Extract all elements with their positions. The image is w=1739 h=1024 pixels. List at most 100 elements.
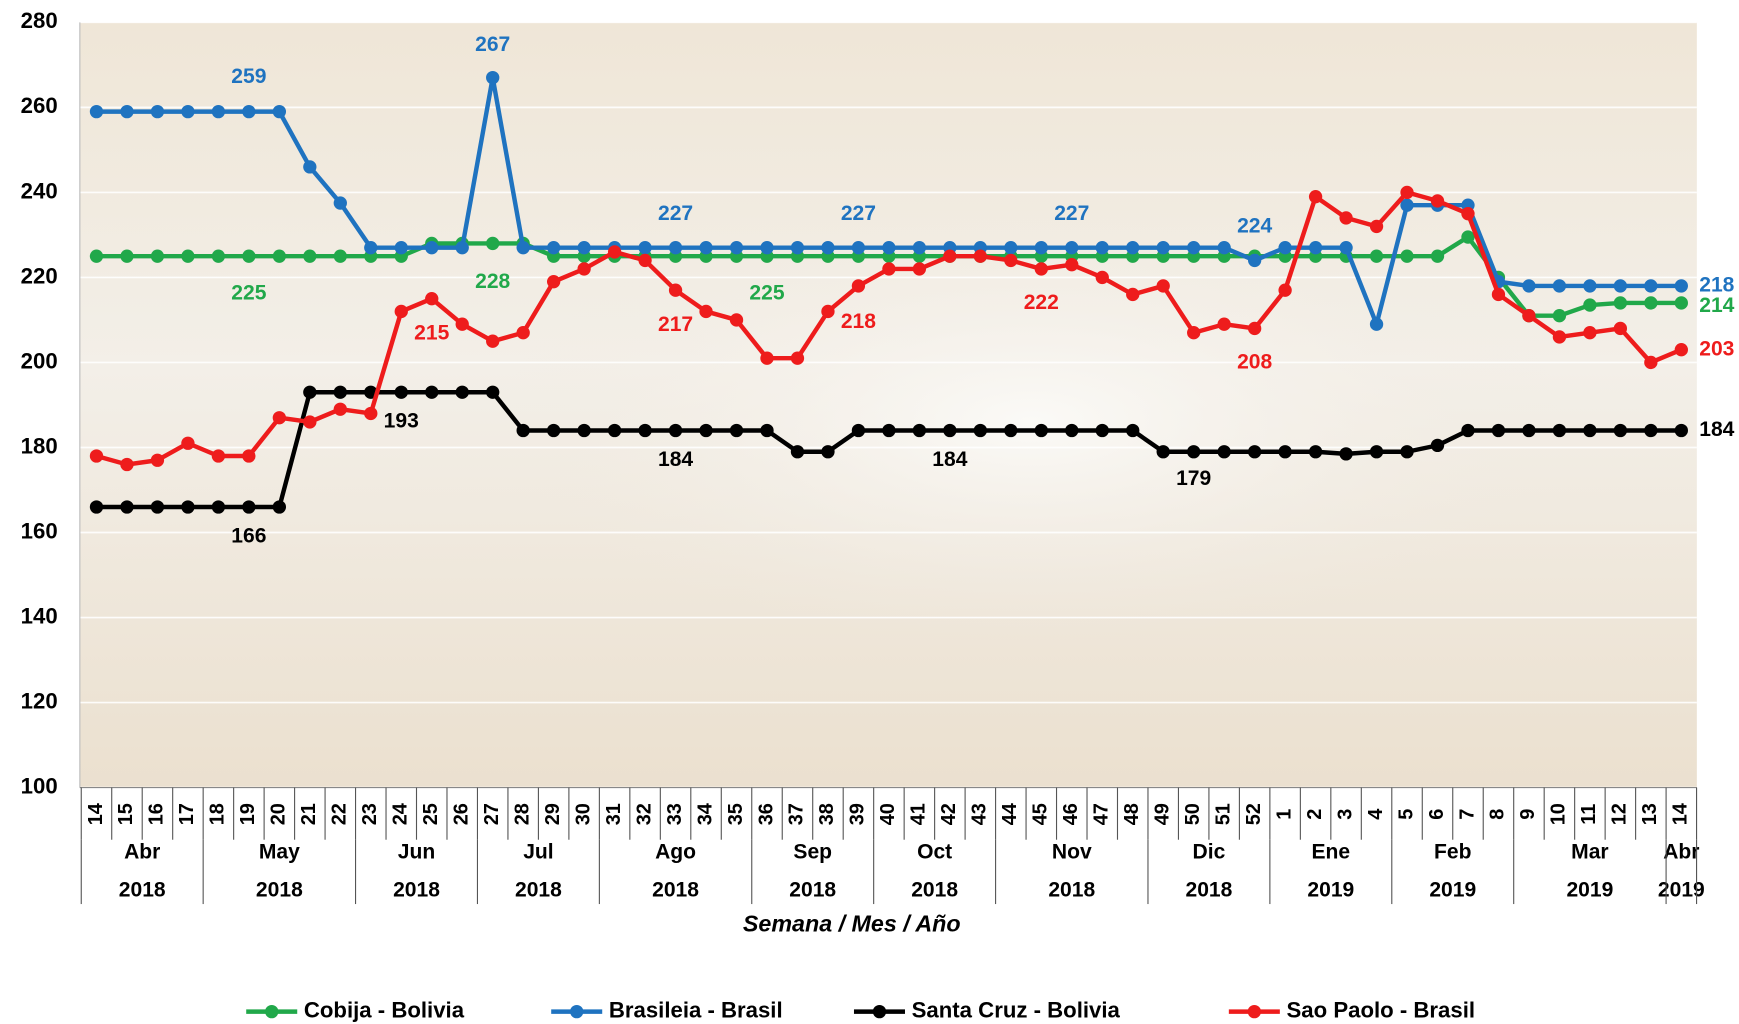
month-label: Ene: [1312, 841, 1351, 864]
x-tick-label: 1: [1273, 809, 1295, 820]
data-point: [1339, 447, 1353, 461]
data-point: [668, 283, 683, 297]
year-label: 2019: [1307, 878, 1354, 901]
year-label: 2019: [1429, 878, 1476, 901]
x-tick-label: 8: [1487, 809, 1509, 820]
data-point: [821, 445, 835, 459]
x-tick-label: 48: [1121, 803, 1143, 825]
data-label: 217: [658, 313, 693, 336]
x-tick-label: 4: [1365, 809, 1387, 820]
x-tick-label: 22: [329, 803, 351, 825]
legend-marker: [1247, 1004, 1261, 1019]
data-point: [760, 241, 774, 255]
x-tick-label: 28: [511, 803, 533, 825]
x-tick-label: 44: [999, 803, 1021, 825]
x-tick-label: 51: [1212, 803, 1234, 825]
data-point: [333, 249, 347, 263]
data-point: [455, 241, 469, 255]
data-point: [211, 249, 226, 263]
data-point: [577, 262, 591, 276]
data-point: [638, 241, 652, 255]
data-point: [943, 423, 957, 438]
y-tick-label: 220: [21, 263, 58, 288]
data-point: [120, 457, 134, 472]
year-label: 2018: [393, 878, 440, 901]
month-label: Dic: [1193, 841, 1226, 864]
year-label: 2018: [1048, 878, 1095, 901]
data-point: [1674, 423, 1688, 438]
data-point: [1369, 317, 1384, 331]
month-label: Nov: [1052, 841, 1092, 864]
x-tick-label: 19: [237, 803, 259, 825]
data-label: 179: [1176, 467, 1211, 490]
data-point: [1308, 190, 1323, 204]
year-label: 2018: [256, 878, 303, 901]
x-tick-label: 25: [420, 803, 442, 825]
x-tick-label: 14: [1670, 803, 1692, 825]
data-point: [1552, 423, 1567, 438]
data-point: [425, 385, 439, 399]
data-point: [1644, 296, 1658, 310]
data-point: [577, 241, 591, 255]
data-point: [1187, 241, 1201, 255]
legend-marker: [570, 1004, 584, 1019]
data-point: [333, 196, 347, 210]
data-point: [1278, 445, 1292, 459]
data-point: [882, 262, 896, 276]
y-tick-label: 240: [21, 178, 58, 203]
x-tick-label: 10: [1548, 803, 1570, 825]
data-point: [912, 262, 927, 276]
data-point: [1126, 423, 1140, 438]
data-point: [303, 249, 317, 263]
x-tick-label: 34: [694, 803, 716, 825]
y-tick-label: 200: [21, 348, 58, 373]
data-point: [1095, 241, 1109, 255]
data-point: [1552, 330, 1567, 344]
data-point: [912, 241, 927, 255]
data-point: [1613, 423, 1628, 438]
data-point: [1461, 207, 1475, 221]
x-tick-label: 23: [359, 803, 381, 825]
data-point: [303, 415, 317, 429]
data-point: [455, 317, 469, 331]
data-point: [577, 423, 591, 438]
data-point: [1004, 241, 1018, 255]
month-label: Jul: [523, 841, 553, 864]
data-point: [1613, 321, 1628, 336]
data-point: [1095, 423, 1109, 438]
year-label: 2018: [515, 878, 562, 901]
data-point: [1430, 194, 1445, 208]
data-point: [699, 423, 713, 438]
year-label: 2018: [119, 878, 166, 901]
x-tick-label: 24: [390, 803, 412, 825]
data-point: [181, 500, 195, 514]
data-point: [1644, 279, 1658, 293]
data-point: [1217, 317, 1231, 331]
data-point: [1308, 445, 1323, 459]
data-point: [546, 275, 561, 289]
data-point: [790, 445, 805, 459]
y-tick-label: 280: [21, 8, 58, 33]
x-tick-label: 47: [1091, 803, 1113, 825]
data-point: [1674, 296, 1688, 310]
data-point: [1613, 279, 1628, 293]
data-point: [333, 402, 347, 416]
data-point: [1308, 241, 1323, 255]
data-point: [790, 351, 805, 365]
data-point: [1461, 230, 1475, 244]
x-tick-label: 42: [938, 803, 960, 825]
x-tick-label: 49: [1151, 803, 1173, 825]
data-point: [272, 411, 287, 425]
y-tick-label: 160: [21, 518, 58, 543]
data-point: [150, 500, 165, 514]
x-tick-label: 32: [633, 803, 655, 825]
data-point: [1065, 258, 1079, 272]
data-point: [943, 249, 957, 263]
data-point: [516, 241, 530, 255]
data-point: [242, 249, 256, 263]
data-point: [1034, 262, 1048, 276]
month-label: Mar: [1571, 841, 1608, 864]
y-tick-label: 260: [21, 93, 58, 118]
data-point: [1065, 423, 1079, 438]
data-point: [1217, 241, 1231, 255]
